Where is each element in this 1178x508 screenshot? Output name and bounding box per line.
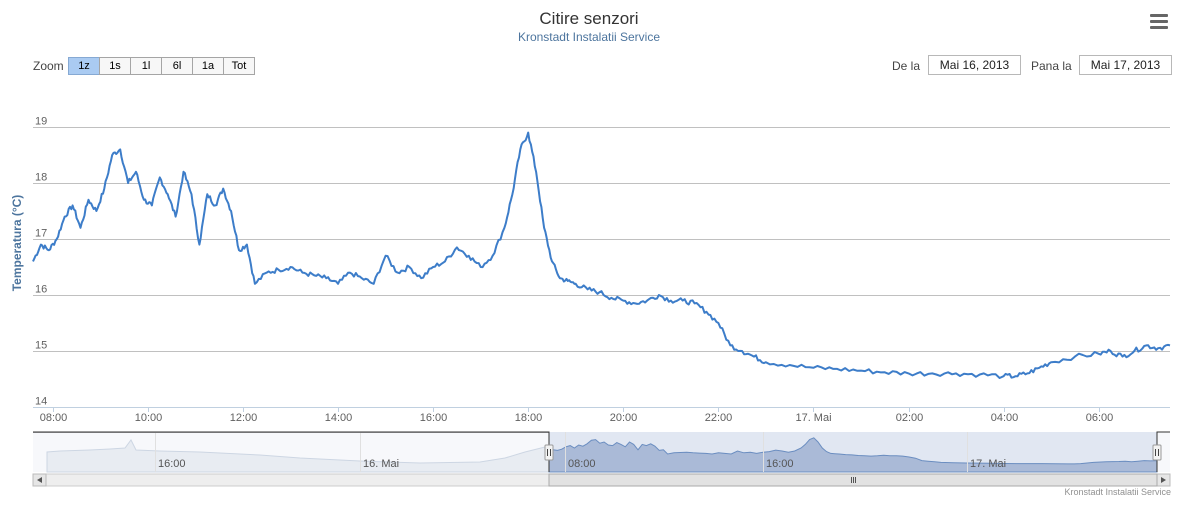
y-tick-label: 14 xyxy=(35,396,47,408)
x-tick-label: 02:00 xyxy=(896,412,924,424)
from-label: De la xyxy=(892,59,921,73)
credits: Kronstadt Instalatii Service xyxy=(1064,487,1171,497)
x-tick-label: 16:00 xyxy=(420,412,448,424)
series-line xyxy=(32,131,1171,379)
hamburger-menu-icon[interactable] xyxy=(1148,12,1170,32)
zoom-button-group: 1z 1s 1l 6l 1a Tot xyxy=(68,57,255,75)
y-axis: 14 15 16 17 18 19 xyxy=(35,116,47,408)
arrow-right-glyph xyxy=(1161,477,1166,483)
scrollbar[interactable] xyxy=(32,473,1171,487)
x-tick-label: 06:00 xyxy=(1086,412,1114,424)
navigator-handle-left[interactable] xyxy=(544,444,554,461)
chart-title: Citire senzori xyxy=(539,9,639,28)
x-tick-label: 22:00 xyxy=(705,412,733,424)
chart-subtitle: Kronstadt Instalatii Service xyxy=(517,30,661,44)
y-tick-label: 19 xyxy=(35,116,47,128)
y-axis-title: Temperatura (°C) xyxy=(10,195,24,292)
x-tick-label: 12:00 xyxy=(230,412,258,424)
navigator-handle-right[interactable] xyxy=(1152,444,1162,461)
y-tick-label: 16 xyxy=(35,284,47,296)
arrow-left-glyph xyxy=(37,477,42,483)
navigator-tick-label: 16:00 xyxy=(766,458,794,470)
x-tick-label: 17. Mai xyxy=(795,412,831,424)
navigator-mask xyxy=(549,432,1157,472)
navigator-tick-label: 17. Mai xyxy=(970,458,1006,470)
x-tick-label: 10:00 xyxy=(135,412,163,424)
x-tick-label: 20:00 xyxy=(610,412,638,424)
navigator-tick-label: 16:00 xyxy=(158,458,186,470)
x-tick-label: 08:00 xyxy=(40,412,68,424)
y-tick-label: 18 xyxy=(35,172,47,184)
to-date-input[interactable]: Mai 17, 2013 xyxy=(1079,55,1172,75)
navigator-tick-label: 16. Mai xyxy=(363,458,399,470)
to-label: Pana la xyxy=(1031,59,1072,73)
zoom-button-1z[interactable]: 1z xyxy=(68,57,100,75)
x-tick-label: 18:00 xyxy=(515,412,543,424)
zoom-button-tot[interactable]: Tot xyxy=(223,57,255,75)
navigator-selected-area xyxy=(548,437,1158,473)
y-tick-label: 15 xyxy=(35,340,47,352)
x-axis: 08:00 10:00 12:00 14:00 16:00 18:00 20:00 22:00… xyxy=(33,407,1170,424)
grid-lines xyxy=(33,127,1170,408)
navigator-tick-label: 08:00 xyxy=(568,458,596,470)
navigator-history-area xyxy=(46,439,550,473)
zoom-label: Zoom xyxy=(33,59,64,73)
navigator[interactable]: 16:00 16. Mai 08:00 16:00 17. Mai xyxy=(33,431,1170,473)
zoom-button-1s[interactable]: 1s xyxy=(99,57,131,75)
y-tick-label: 17 xyxy=(35,228,47,240)
from-date-input[interactable]: Mai 16, 2013 xyxy=(928,55,1021,75)
x-tick-label: 14:00 xyxy=(325,412,353,424)
x-tick-label: 04:00 xyxy=(991,412,1019,424)
plot-area xyxy=(32,131,1171,379)
